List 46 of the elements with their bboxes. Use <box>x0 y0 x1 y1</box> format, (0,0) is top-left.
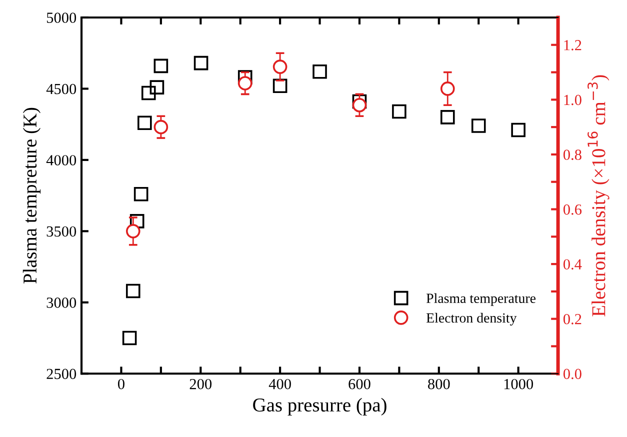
point <box>154 58 168 74</box>
y-tick-label: 3000 <box>46 298 76 308</box>
x-tick-label: 800 <box>428 378 450 390</box>
text: 1.0 <box>564 94 582 106</box>
x-tick-label: 200 <box>190 378 212 390</box>
x-tick-label: 400 <box>268 378 291 390</box>
point <box>238 76 252 90</box>
y2-axis-title: Electron density (×10$^{16}$ cm$^{−3}$) <box>588 75 610 316</box>
legend-label: Plasma temperature <box>426 293 536 306</box>
point <box>134 186 148 202</box>
point <box>312 64 327 79</box>
point <box>141 86 156 100</box>
y2-tick-label: 0.4 <box>563 259 582 270</box>
y2-tick-label: 0.6 <box>563 204 582 215</box>
point <box>511 122 526 138</box>
point <box>440 82 455 96</box>
point <box>137 116 152 130</box>
y2-tick-label: 0.2 <box>563 314 582 324</box>
y-axis-title: Plasma tempreture (K) <box>22 108 41 284</box>
y-tick-label: 3500 <box>46 226 76 237</box>
legend-label: Electron density <box>426 312 517 326</box>
x-tick-label: 1000 <box>504 378 534 390</box>
y2-tick-label: 1.2 <box>564 40 582 50</box>
y-tick-label: 4000 <box>46 155 76 166</box>
y-tick-label: 5000 <box>46 12 76 23</box>
point <box>272 60 288 74</box>
text: 0.0 <box>563 368 582 380</box>
point <box>154 120 168 134</box>
point <box>194 56 208 70</box>
y-tick-label: 2500 <box>46 368 76 380</box>
y2-tick-label: 0.8 <box>563 150 582 160</box>
point <box>126 224 140 238</box>
x-axis-title: Gas presurre (pa) <box>253 398 386 416</box>
point <box>352 98 367 112</box>
y-tick-label: 4500 <box>46 84 76 94</box>
point <box>130 214 144 228</box>
point <box>471 118 486 133</box>
x-tick-label: 0 <box>118 378 124 390</box>
point <box>126 284 140 298</box>
point <box>122 330 137 346</box>
point <box>272 78 288 94</box>
point <box>440 110 455 124</box>
point <box>238 70 252 84</box>
point <box>392 104 406 119</box>
point <box>150 80 164 94</box>
x-tick-label: 600 <box>348 378 370 390</box>
